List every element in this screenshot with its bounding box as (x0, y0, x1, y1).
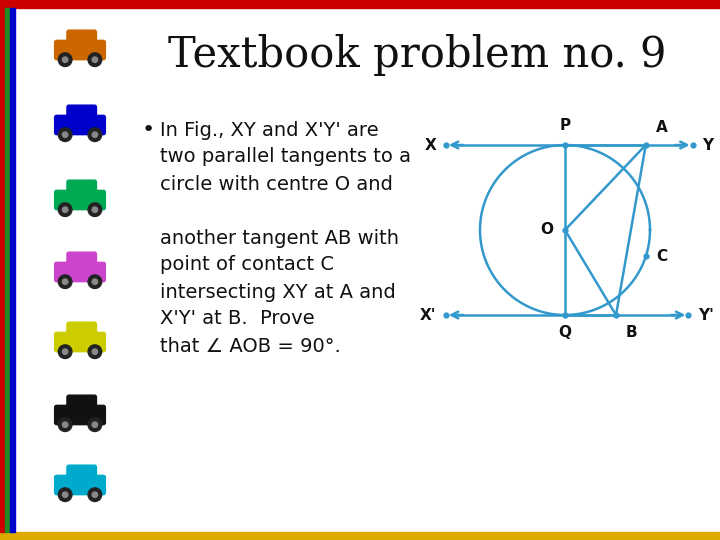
Text: X'Y' at B.  Prove: X'Y' at B. Prove (160, 309, 315, 328)
Circle shape (92, 57, 98, 63)
Text: B: B (626, 325, 638, 340)
Text: Textbook problem no. 9: Textbook problem no. 9 (168, 34, 667, 76)
Bar (0, 8, 5, 532)
Circle shape (58, 418, 72, 431)
Circle shape (92, 132, 98, 137)
Circle shape (88, 488, 102, 502)
FancyBboxPatch shape (67, 395, 96, 411)
FancyBboxPatch shape (67, 30, 96, 46)
FancyBboxPatch shape (55, 332, 105, 352)
Circle shape (58, 488, 72, 502)
FancyBboxPatch shape (67, 465, 96, 481)
Circle shape (88, 275, 102, 288)
Text: another tangent AB with: another tangent AB with (160, 228, 399, 247)
Circle shape (88, 53, 102, 66)
Text: two parallel tangents to a: two parallel tangents to a (160, 147, 411, 166)
Circle shape (58, 203, 72, 217)
Bar (10, 8, 15, 532)
Circle shape (58, 53, 72, 66)
FancyBboxPatch shape (55, 406, 105, 424)
Bar (0, 0, 720, 8)
Text: P: P (559, 118, 570, 133)
Circle shape (58, 275, 72, 288)
Circle shape (92, 279, 98, 285)
FancyBboxPatch shape (67, 322, 96, 338)
FancyBboxPatch shape (67, 252, 96, 268)
Text: circle with centre O and: circle with centre O and (160, 174, 393, 193)
Text: point of contact C: point of contact C (160, 255, 334, 274)
FancyBboxPatch shape (55, 262, 105, 282)
Circle shape (63, 279, 68, 285)
Circle shape (63, 132, 68, 137)
Text: O: O (541, 222, 554, 238)
FancyBboxPatch shape (55, 40, 105, 59)
Text: intersecting XY at A and: intersecting XY at A and (160, 282, 396, 301)
Circle shape (63, 422, 68, 428)
Text: C: C (656, 249, 667, 264)
Circle shape (88, 345, 102, 359)
Text: X': X' (420, 307, 436, 322)
Text: X: X (424, 138, 436, 152)
FancyBboxPatch shape (55, 116, 105, 134)
Circle shape (92, 207, 98, 212)
Circle shape (58, 345, 72, 359)
Text: Y': Y' (698, 307, 714, 322)
FancyBboxPatch shape (55, 190, 105, 210)
Text: Q: Q (559, 325, 572, 340)
FancyBboxPatch shape (67, 105, 96, 121)
FancyBboxPatch shape (67, 180, 96, 196)
Bar (0, 532, 720, 540)
Circle shape (88, 203, 102, 217)
Text: •: • (142, 120, 156, 140)
Bar (5, 8, 10, 532)
Text: In Fig., XY and X'Y' are: In Fig., XY and X'Y' are (160, 120, 379, 139)
Circle shape (92, 492, 98, 497)
Text: that ∠ AOB = 90°.: that ∠ AOB = 90°. (160, 336, 341, 355)
Circle shape (92, 349, 98, 354)
Circle shape (88, 128, 102, 141)
Text: Y: Y (703, 138, 714, 152)
Circle shape (88, 418, 102, 431)
Circle shape (63, 349, 68, 354)
Circle shape (63, 492, 68, 497)
Text: A: A (656, 120, 667, 135)
Circle shape (58, 128, 72, 141)
Circle shape (63, 57, 68, 63)
FancyBboxPatch shape (55, 475, 105, 495)
Circle shape (92, 422, 98, 428)
Circle shape (63, 207, 68, 212)
